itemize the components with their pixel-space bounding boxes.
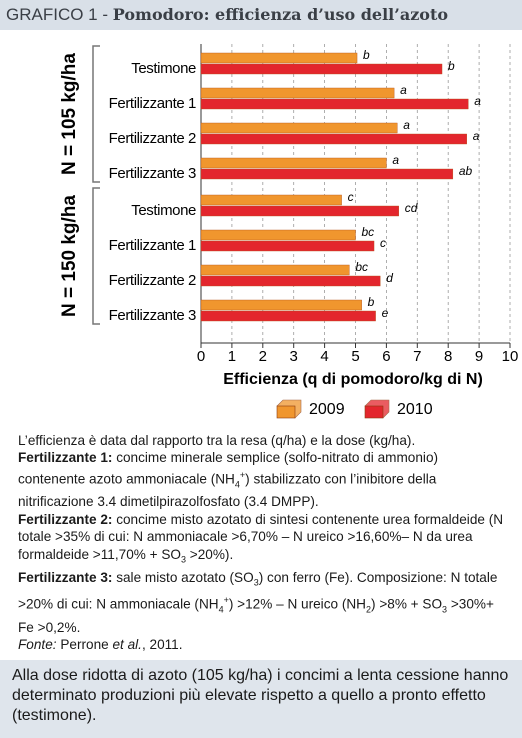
- chart: 0 1 2 3 4 5 6 7 8 9 10 Efficienza (q di pomodoro/kg…: [59, 44, 519, 419]
- significance-letter: b: [363, 48, 370, 62]
- x-tick-label: 4: [320, 348, 328, 365]
- significance-letter: cd: [405, 201, 418, 215]
- title-bar: GRAFICO 1 - Pomodoro: efficienza d’uso d…: [0, 0, 522, 30]
- title-subject: Pomodoro: efficienza d’uso dell’azoto: [112, 5, 449, 24]
- note-text: 2: [366, 604, 372, 615]
- note-text: ) con ferro (Fe). Composizione: N totale…: [18, 569, 498, 612]
- significance-letter: b: [448, 59, 455, 73]
- note-paragraph: Fertilizzante 3: sale misto azotato (SO3…: [18, 569, 508, 636]
- category-label: Testimone: [131, 202, 196, 219]
- category-label: Fertilizzante 3: [109, 307, 196, 324]
- bar: [200, 157, 387, 169]
- significance-letter: c: [380, 236, 386, 250]
- significance-letter: a: [473, 129, 480, 143]
- note-text: et al.: [112, 637, 142, 652]
- significance-letter: bc: [362, 225, 375, 239]
- note-text: L’efficienza è data dal rapporto tra la …: [18, 433, 416, 448]
- note-text: ) stabilizzato con l’inibitore della nit…: [18, 471, 437, 510]
- note-text: Perrone: [56, 637, 113, 652]
- bar: [200, 229, 356, 241]
- note-text: 4: [234, 479, 240, 490]
- bar: [200, 240, 375, 252]
- bar: [200, 264, 350, 276]
- significance-letter: a: [403, 118, 410, 132]
- note-text: >30%+ Fe >0,2%.: [18, 596, 494, 635]
- x-tick-label: 5: [351, 348, 359, 365]
- bar: [200, 98, 469, 110]
- note-text: Fertilizzante 1:: [18, 450, 113, 466]
- note-text: 3: [180, 554, 186, 565]
- significance-letter: d: [386, 271, 393, 285]
- significance-letter: c: [348, 190, 354, 204]
- bar: [200, 168, 454, 180]
- category-label: Testimone: [131, 60, 196, 77]
- significance-letter: a: [474, 94, 481, 108]
- note-text: Fertilizzante 3:: [18, 569, 113, 585]
- x-tick-label: 7: [413, 348, 421, 365]
- note-text: 4: [218, 604, 224, 615]
- note-text: Fonte:: [18, 637, 57, 652]
- x-tick-label: 6: [382, 348, 390, 365]
- note-text: +: [223, 594, 229, 605]
- note-text: concime misto azotato di sintesi contene…: [18, 511, 504, 562]
- notes: L’efficienza è data dal rapporto tra la …: [18, 432, 508, 653]
- x-tick-label: 3: [290, 348, 298, 365]
- bar: [200, 310, 376, 322]
- x-tick-label: 2: [259, 348, 267, 365]
- bar: [200, 87, 395, 99]
- significance-letter: ab: [459, 164, 473, 178]
- category-label: Fertilizzante 3: [109, 165, 196, 182]
- significance-letter: a: [392, 153, 399, 167]
- category-label: Fertilizzante 1: [109, 237, 196, 254]
- x-axis-title: Efficienza (q di pomodoro/kg di N): [223, 371, 483, 388]
- category-label: Fertilizzante 2: [109, 130, 196, 147]
- note-text: >20%).: [186, 546, 234, 562]
- note-paragraph: Fertilizzante 1: concime minerale sempli…: [18, 449, 508, 510]
- x-tick-label: 1: [228, 348, 236, 365]
- legend-swatch: [276, 405, 296, 419]
- bar: [200, 52, 358, 64]
- bar: [200, 133, 467, 145]
- bar: [200, 205, 399, 217]
- legend-label: 2010: [397, 401, 433, 418]
- legend-label: 2009: [309, 401, 345, 418]
- title-label: GRAFICO 1 -: [6, 5, 113, 24]
- note-text: +: [239, 469, 246, 480]
- group-bracket: [92, 45, 100, 183]
- significance-letter: bc: [355, 260, 368, 274]
- category-label: Fertilizzante 2: [109, 272, 196, 289]
- x-tick-label: 9: [475, 348, 483, 365]
- note-text: ) >12% – N ureico (NH: [228, 596, 366, 612]
- bar: [200, 299, 362, 311]
- note-paragraph: Fonte: Perrone et al., 2011.: [18, 636, 508, 653]
- significance-letter: b: [368, 295, 375, 309]
- significance-letter: e: [382, 306, 389, 320]
- bar: [200, 194, 342, 206]
- group-label: N = 105 kg/ha: [59, 53, 80, 175]
- x-tick-label: 10: [502, 348, 519, 365]
- bar: [200, 275, 381, 287]
- significance-letter: a: [400, 83, 407, 97]
- note-text: concime minerale semplice (solfo-nitrato…: [18, 450, 439, 487]
- group-bracket: [92, 187, 100, 325]
- note-paragraph: Fertilizzante 2: concime misto azotato d…: [18, 511, 508, 569]
- note-paragraph: L’efficienza è data dal rapporto tra la …: [18, 432, 508, 449]
- legend-swatch: [364, 405, 384, 419]
- x-tick-label: 8: [444, 348, 452, 365]
- summary: Alla dose ridotta di azoto (105 kg/ha) i…: [0, 660, 522, 738]
- x-tick-label: 0: [197, 348, 205, 365]
- note-text: 3: [253, 577, 259, 588]
- note-text: sale misto azotato (SO: [112, 569, 254, 585]
- group-label: N = 150 kg/ha: [59, 195, 80, 317]
- note-text: ) >8% + SO: [371, 596, 443, 612]
- note-text: Fertilizzante 2:: [18, 511, 113, 527]
- note-text: , 2011.: [141, 637, 183, 652]
- bar: [200, 63, 443, 75]
- category-label: Fertilizzante 1: [109, 95, 196, 112]
- note-text: 3: [442, 604, 448, 615]
- bar: [200, 122, 398, 134]
